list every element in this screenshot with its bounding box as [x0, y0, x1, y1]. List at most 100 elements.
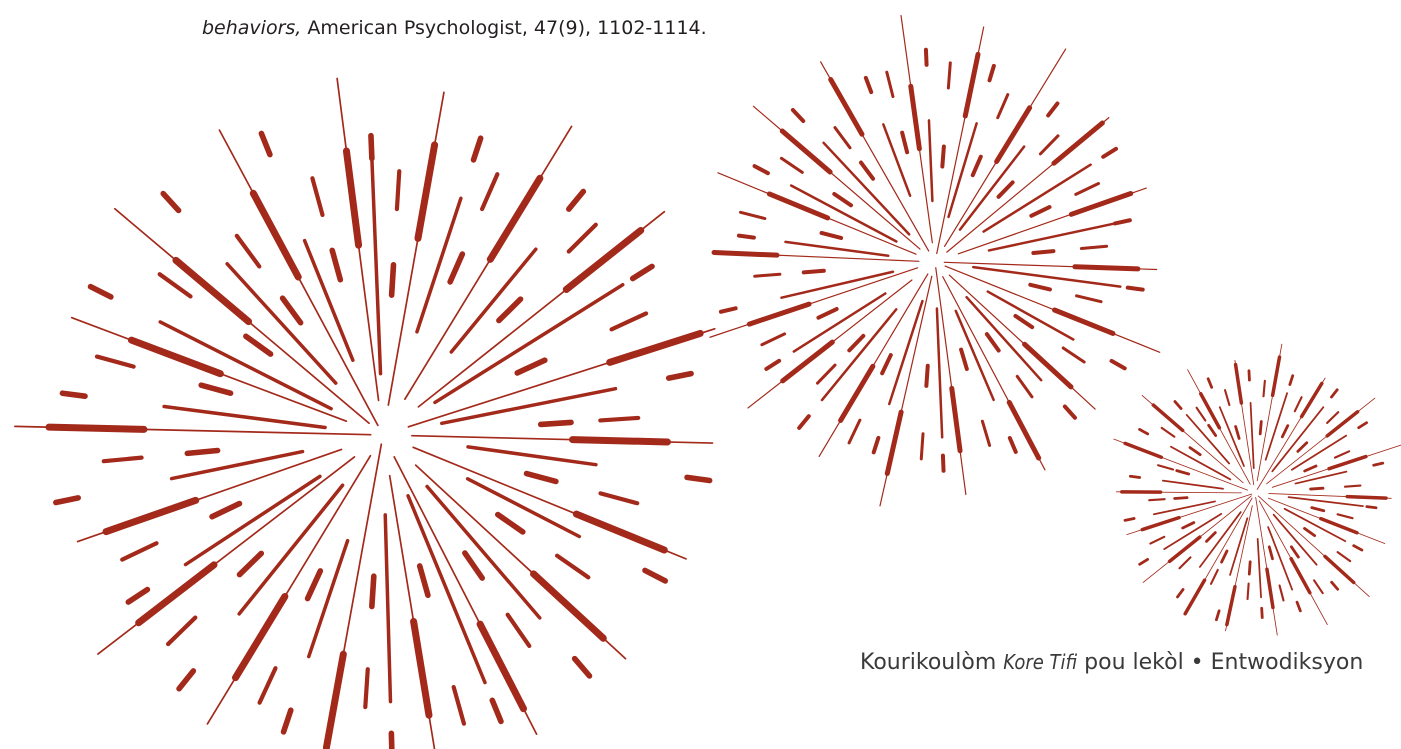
- ray: [1282, 426, 1287, 437]
- ray: [1040, 136, 1058, 154]
- ray: [1140, 429, 1148, 433]
- ray: [1077, 296, 1102, 302]
- ray: [1327, 412, 1338, 423]
- ray: [835, 128, 850, 148]
- ray: [1332, 582, 1338, 589]
- ray: [1297, 602, 1300, 611]
- ray: [1025, 344, 1071, 387]
- ray: [834, 194, 851, 205]
- ray: [687, 477, 710, 480]
- ray: [575, 659, 590, 676]
- ray: [1273, 357, 1280, 395]
- ray: [1048, 103, 1057, 115]
- ray: [948, 63, 950, 88]
- ray: [385, 515, 390, 702]
- ray: [1258, 539, 1261, 597]
- ray: [186, 476, 320, 564]
- ray: [1185, 580, 1204, 614]
- ray: [1206, 533, 1215, 542]
- ray: [982, 421, 989, 445]
- ray: [1125, 518, 1134, 520]
- ray: [97, 357, 134, 367]
- ray: [1149, 499, 1164, 500]
- ray: [1171, 447, 1230, 480]
- ray: [346, 151, 358, 245]
- footer-lead: Kourikoulòm: [860, 650, 996, 675]
- ray: [474, 138, 481, 160]
- ray: [1305, 528, 1315, 535]
- ray: [1175, 498, 1187, 499]
- ray: [949, 123, 977, 217]
- ray: [1225, 390, 1229, 405]
- ray: [392, 265, 394, 295]
- ray: [766, 361, 779, 369]
- ray: [997, 108, 1030, 162]
- ray: [1075, 267, 1138, 269]
- ray: [1266, 393, 1287, 460]
- ray: [260, 668, 276, 703]
- ray: [468, 447, 596, 465]
- ray: [160, 274, 191, 296]
- ray: [781, 158, 802, 172]
- ray: [887, 72, 893, 96]
- ray: [861, 163, 873, 179]
- ray: [841, 366, 873, 420]
- ray: [949, 275, 1095, 409]
- ray: [372, 159, 381, 373]
- ray: [566, 230, 640, 289]
- ray: [1154, 501, 1215, 514]
- ray: [721, 308, 736, 311]
- ray: [601, 493, 638, 503]
- ray: [1054, 123, 1102, 163]
- ray: [388, 92, 444, 405]
- ray: [755, 166, 768, 173]
- ray: [1065, 407, 1075, 418]
- ray: [999, 182, 1013, 196]
- ray: [1103, 149, 1116, 157]
- ray: [965, 54, 978, 116]
- ray: [239, 553, 261, 574]
- ray: [1170, 537, 1200, 561]
- ray: [987, 334, 999, 350]
- ray: [1010, 438, 1016, 452]
- ray: [1347, 497, 1386, 499]
- ray: [201, 385, 230, 393]
- ray: [1331, 390, 1337, 397]
- ray: [1208, 379, 1212, 388]
- ray: [1311, 488, 1323, 489]
- footer: Kourikoulòm Kore Tifi pou lekòl • Entwod…: [860, 650, 1363, 675]
- ray: [1130, 476, 1139, 477]
- ray: [739, 236, 754, 238]
- ray: [1177, 471, 1189, 474]
- ray: [749, 304, 809, 324]
- ray: [1354, 546, 1362, 550]
- ray: [365, 669, 367, 707]
- ray: [793, 110, 803, 121]
- ray: [283, 298, 301, 323]
- ray: [929, 120, 932, 201]
- ray: [397, 171, 399, 209]
- ray: [56, 498, 78, 503]
- ray: [1150, 537, 1164, 544]
- ray: [1175, 402, 1181, 409]
- ray: [849, 336, 863, 350]
- ray: [1017, 376, 1032, 396]
- ray: [1158, 465, 1173, 469]
- ray: [1222, 551, 1227, 562]
- ray: [62, 393, 85, 396]
- ray: [1112, 361, 1125, 368]
- ray: [1071, 194, 1130, 215]
- ray: [669, 374, 691, 378]
- ray: [576, 514, 664, 550]
- ray: [1163, 481, 1223, 489]
- ray: [1262, 608, 1263, 617]
- ray: [902, 133, 907, 153]
- ray: [998, 95, 1008, 118]
- ray: [534, 574, 604, 638]
- ray: [309, 541, 348, 657]
- ray: [791, 186, 896, 242]
- ray: [1211, 570, 1218, 584]
- ray: [1015, 316, 1032, 327]
- ray: [988, 292, 1074, 340]
- ray: [782, 131, 830, 172]
